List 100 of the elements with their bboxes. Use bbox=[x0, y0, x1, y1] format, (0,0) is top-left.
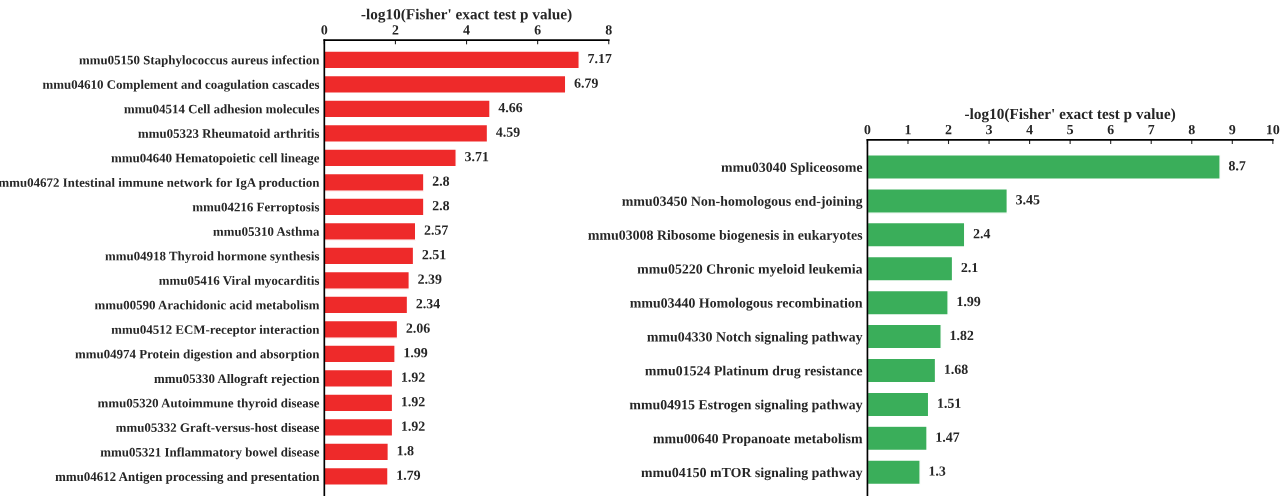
data-label: 1.92 bbox=[402, 372, 425, 382]
x-tick-label: 6 bbox=[1107, 124, 1114, 135]
bar bbox=[324, 319, 399, 339]
x-tick-label: 0 bbox=[321, 25, 328, 35]
y-tick-label: mmu05220 Chronic myeloid leukemia bbox=[637, 263, 863, 277]
data-label: 3.71 bbox=[465, 151, 489, 162]
y-tick-label: mmu05416 Viral myocarditis bbox=[159, 275, 320, 288]
y-tick-label: mmu03450 Non-homologous end-joining bbox=[622, 196, 863, 209]
y-tick-label: mmu00590 Arachidonic acid metabolism bbox=[94, 300, 320, 310]
bar bbox=[867, 357, 937, 384]
x-tick-label: 8 bbox=[1188, 124, 1195, 135]
x-tick-label: 10 bbox=[1267, 124, 1280, 135]
data-label: 1.99 bbox=[957, 296, 981, 307]
x-tick-label: 9 bbox=[1229, 124, 1236, 135]
x-tick-label: 4 bbox=[463, 25, 470, 35]
y-tick-label: mmu05330 Allograft rejection bbox=[154, 373, 320, 386]
y-tick-label: mmu05321 Inflammatory bowel disease bbox=[100, 447, 320, 460]
bar bbox=[324, 50, 580, 70]
bar bbox=[324, 221, 417, 241]
data-label: 4.59 bbox=[496, 127, 520, 137]
bar bbox=[324, 74, 567, 94]
y-tick-label: mmu03008 Ribosome biogenesis in eukaryotes bbox=[588, 230, 863, 243]
data-label: 2.8 bbox=[432, 200, 450, 211]
bar bbox=[324, 442, 390, 462]
y-tick-label: mmu04612 Antigen processing and presentation bbox=[55, 471, 320, 484]
data-label: 6.79 bbox=[574, 78, 598, 88]
x-tick-label: 3 bbox=[986, 124, 993, 135]
data-label: 1.47 bbox=[936, 432, 960, 442]
y-tick-label: mmu04512 ECM-receptor interaction bbox=[111, 324, 320, 337]
data-label: 1.51 bbox=[938, 398, 961, 408]
data-label: 1.82 bbox=[950, 330, 974, 341]
data-label: 1.68 bbox=[944, 364, 968, 375]
y-tick-label: mmu05323 Rheumatoid arthritis bbox=[138, 128, 320, 138]
bar bbox=[324, 417, 394, 437]
y-tick-label: mmu01524 Platinum drug resistance bbox=[645, 365, 863, 379]
y-tick-label: mmu04610 Complement and coagulation cascades bbox=[42, 79, 320, 92]
bar bbox=[867, 221, 966, 248]
bar bbox=[324, 172, 425, 192]
data-label: 2.4 bbox=[973, 228, 991, 239]
x-axis-title: -log10(Fisher' exact test p value) bbox=[965, 108, 1176, 123]
bar bbox=[867, 154, 1221, 180]
y-tick-label: mmu05332 Graft-versus-host disease bbox=[116, 422, 320, 433]
y-tick-label: mmu04974 Protein digestion and absorption bbox=[75, 349, 320, 362]
data-label: 3.45 bbox=[1016, 195, 1040, 205]
x-tick-label: 6 bbox=[534, 25, 541, 35]
y-tick-label: mmu04330 Notch signaling pathway bbox=[647, 331, 863, 345]
bar bbox=[867, 391, 930, 418]
bar bbox=[324, 246, 415, 266]
data-label: 1.92 bbox=[402, 421, 425, 431]
y-tick-label: mmu03040 Spliceosome bbox=[721, 162, 863, 175]
y-tick-label: mmu04915 Estrogen signaling pathway bbox=[629, 399, 863, 413]
bar bbox=[324, 270, 410, 290]
bar bbox=[867, 425, 928, 452]
data-label: 2.39 bbox=[418, 274, 442, 284]
data-label: 7.17 bbox=[588, 53, 612, 64]
y-tick-label: mmu03440 Homologous recombination bbox=[630, 297, 863, 311]
y-tick-label: mmu05310 Asthma bbox=[213, 226, 320, 236]
data-label: 2.06 bbox=[406, 323, 430, 333]
bar bbox=[324, 368, 394, 388]
bar bbox=[324, 123, 489, 143]
data-label: 2.8 bbox=[432, 176, 450, 186]
x-tick-label: 4 bbox=[1026, 124, 1033, 135]
y-tick-label: mmu04918 Thyroid hormone synthesis bbox=[105, 251, 320, 264]
data-label: 2.34 bbox=[416, 298, 440, 309]
y-tick-label: mmu04150 mTOR signaling pathway bbox=[641, 467, 863, 481]
data-label: 1.79 bbox=[397, 470, 421, 480]
bar bbox=[324, 393, 394, 413]
y-tick-label: mmu04640 Hematopoietic cell lineage bbox=[111, 153, 320, 166]
data-label: 4.66 bbox=[498, 102, 523, 113]
x-tick-label: 8 bbox=[605, 25, 612, 35]
data-label: 1.99 bbox=[404, 348, 428, 358]
data-label: 2.57 bbox=[424, 225, 448, 235]
bar bbox=[324, 295, 409, 315]
bar bbox=[867, 289, 949, 316]
x-tick-label: 1 bbox=[905, 124, 911, 135]
y-tick-label: mmu05320 Autoimmune thyroid disease bbox=[97, 398, 320, 411]
data-label: 2.1 bbox=[961, 262, 978, 273]
y-tick-label: mmu00640 Propanoate metabolism bbox=[653, 433, 863, 447]
y-tick-label: mmu04514 Cell adhesion molecules bbox=[124, 104, 320, 114]
bar bbox=[867, 188, 1008, 214]
data-label: 1.3 bbox=[929, 466, 946, 476]
x-tick-label: 7 bbox=[1148, 125, 1155, 135]
bar bbox=[867, 459, 921, 486]
x-axis-title: -log10(Fisher' exact test p value) bbox=[361, 8, 572, 23]
bar bbox=[324, 197, 425, 217]
data-label: 1.8 bbox=[397, 445, 414, 456]
x-tick-label: 2 bbox=[392, 25, 399, 35]
data-label: 1.92 bbox=[402, 397, 425, 407]
bar bbox=[324, 344, 396, 364]
bar bbox=[324, 99, 491, 119]
y-tick-label: mmu04216 Ferroptosis bbox=[192, 202, 320, 215]
y-tick-label: mmu05150 Staphylococcus aureus infection bbox=[79, 55, 320, 68]
data-label: 8.7 bbox=[1228, 161, 1246, 171]
data-label: 2.51 bbox=[422, 249, 446, 260]
x-tick-label: 2 bbox=[945, 124, 952, 135]
x-tick-label: 5 bbox=[1067, 125, 1074, 135]
bar bbox=[324, 466, 389, 486]
bar bbox=[867, 323, 942, 350]
bar bbox=[867, 255, 954, 282]
x-tick-label: 0 bbox=[864, 124, 871, 135]
